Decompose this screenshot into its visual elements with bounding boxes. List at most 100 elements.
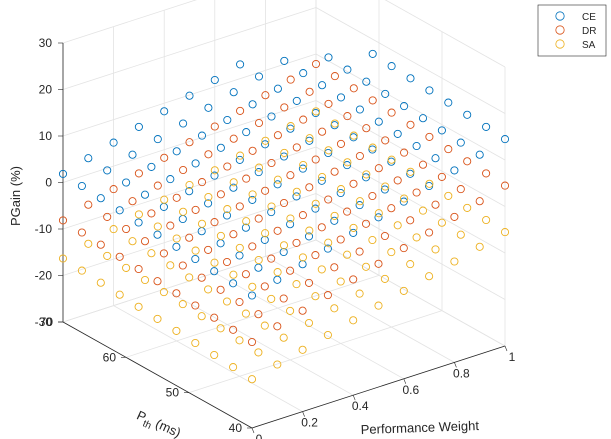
point-dr (273, 131, 282, 140)
point-ce (147, 162, 156, 171)
data-points (58, 49, 510, 384)
point-sa (381, 182, 390, 191)
point-sa (178, 300, 187, 309)
point-dr (400, 148, 409, 157)
point-dr (122, 224, 131, 234)
y-axis-label: Pth (ms) (133, 408, 183, 439)
point-dr (210, 122, 219, 131)
point-dr (273, 226, 282, 235)
point-dr (361, 219, 371, 228)
point-sa (241, 309, 250, 318)
point-ce (134, 122, 143, 131)
gridline-floor-x (164, 288, 354, 396)
point-dr (273, 322, 282, 331)
point-sa (463, 203, 472, 212)
point-sa (96, 278, 105, 287)
point-ce (324, 53, 333, 62)
point-sa (273, 360, 282, 369)
point-ce (399, 197, 408, 206)
point-dr (267, 254, 276, 263)
point-dr (267, 158, 276, 168)
point-ce (425, 86, 434, 95)
y-axis-line (62, 321, 253, 429)
point-sa (330, 304, 339, 313)
point-dr (229, 134, 238, 143)
point-sa (235, 336, 244, 345)
point-dr (456, 185, 465, 194)
point-ce (77, 181, 86, 191)
point-sa (235, 243, 244, 252)
point-sa (412, 233, 421, 242)
axes: 0 0.2 0.4 0.6 0.8 1 40 50 60 70-30 -20 -10 0 10 20 30 (35, 36, 516, 439)
point-dr (210, 218, 219, 227)
point-ce (482, 122, 491, 131)
legend-box (537, 4, 607, 57)
point-ce (172, 242, 181, 251)
point-sa (298, 345, 307, 354)
point-ce (304, 232, 314, 241)
point-dr (254, 310, 263, 319)
point-ce (96, 194, 105, 203)
point-ce (361, 173, 371, 182)
point-dr (166, 221, 175, 230)
point-sa (222, 297, 232, 306)
point-ce (437, 126, 446, 135)
point-dr (179, 165, 188, 175)
point-dr (336, 139, 346, 148)
point-dr (298, 306, 307, 315)
point-dr (103, 212, 112, 221)
point-ce (330, 216, 339, 225)
point-ce (279, 247, 288, 257)
point-sa (160, 195, 169, 204)
point-ce (254, 168, 263, 177)
y-tick-label: 70 (40, 315, 54, 329)
legend-label-dr: DR (582, 26, 596, 37)
point-ce (115, 206, 124, 215)
point-ce (380, 185, 389, 194)
point-dr (406, 216, 415, 225)
point-dr (185, 138, 194, 147)
point-sa (286, 214, 295, 223)
point-dr (260, 282, 269, 291)
point-ce (343, 161, 352, 170)
point-ce (463, 110, 472, 119)
point-sa (223, 205, 232, 214)
point-dr (77, 228, 86, 237)
point-dr (304, 278, 314, 287)
gridline-floor-y (125, 274, 380, 358)
point-sa (254, 163, 264, 172)
point-sa (115, 290, 124, 299)
point-ce (280, 56, 289, 65)
z-tick-label: 0 (45, 176, 52, 190)
point-ce (223, 115, 232, 125)
point-dr (134, 169, 143, 178)
point-dr (191, 205, 200, 214)
point-sa (210, 166, 219, 175)
point-sa (210, 258, 219, 267)
point-sa (77, 266, 86, 275)
point-sa (368, 143, 377, 152)
x-tick-mark (403, 378, 407, 384)
point-dr (450, 212, 459, 221)
x-tick-mark (504, 345, 508, 352)
point-ce (229, 279, 238, 288)
point-ce (109, 138, 118, 147)
point-ce (134, 218, 143, 227)
point-dr (330, 72, 339, 81)
point-sa (103, 251, 112, 260)
point-ce (393, 129, 402, 138)
point-sa (254, 255, 263, 265)
point-dr (330, 167, 339, 176)
point-ce (298, 164, 307, 173)
point-ce (229, 183, 238, 192)
point-sa (343, 158, 352, 167)
point-dr (444, 145, 453, 154)
point-sa (431, 245, 440, 254)
point-dr (374, 259, 383, 268)
point-sa (330, 211, 339, 220)
point-ce (210, 171, 219, 180)
point-sa (368, 235, 377, 245)
point-dr (236, 106, 245, 115)
point-dr (305, 183, 314, 192)
